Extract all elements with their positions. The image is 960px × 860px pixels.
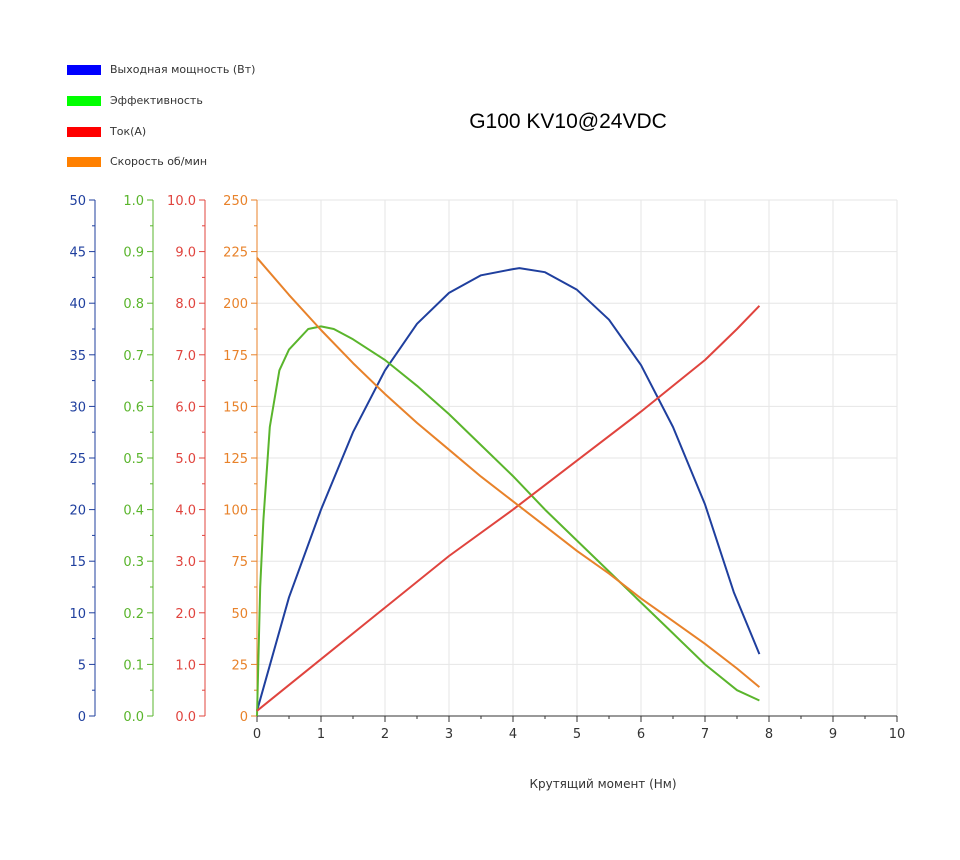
- y-tick-label-efficiency: 0.4: [123, 504, 144, 519]
- x-tick-label: 6: [637, 727, 645, 742]
- y-tick-label-efficiency: 0.1: [123, 658, 144, 673]
- x-tick-label: 9: [829, 727, 837, 742]
- legend-label-efficiency: Эффективность: [110, 94, 203, 107]
- y-tick-label-power: 50: [69, 194, 86, 209]
- y-tick-label-power: 15: [69, 555, 86, 570]
- y-tick-label-efficiency: 0.5: [123, 452, 144, 467]
- y-tick-label-current: 5.0: [175, 452, 196, 467]
- series-line-efficiency: [256, 325, 760, 717]
- x-tick-label: 4: [509, 727, 517, 742]
- y-tick-label-power: 35: [69, 349, 86, 364]
- y-tick-label-speed: 200: [223, 297, 248, 312]
- y-tick-label-speed: 75: [231, 555, 248, 570]
- y-tick-label-efficiency: 0.8: [123, 297, 144, 312]
- y-tick-label-speed: 0: [240, 710, 248, 725]
- y-tick-label-current: 9.0: [175, 246, 196, 261]
- y-tick-label-efficiency: 0.0: [123, 710, 144, 725]
- y-tick-label-efficiency: 0.9: [123, 246, 144, 261]
- x-tick-label: 0: [253, 727, 261, 742]
- x-tick-label: 3: [445, 727, 453, 742]
- y-tick-label-speed: 125: [223, 452, 248, 467]
- y-tick-label-speed: 100: [223, 504, 248, 519]
- y-tick-label-speed: 225: [223, 246, 248, 261]
- series-line-speed: [256, 257, 761, 688]
- y-tick-label-power: 45: [69, 246, 86, 261]
- y-tick-label-current: 4.0: [175, 504, 196, 519]
- legend-swatch-current: [67, 127, 101, 137]
- y-tick-label-current: 6.0: [175, 400, 196, 415]
- y-tick-label-current: 10.0: [167, 194, 196, 209]
- y-tick-label-current: 7.0: [175, 349, 196, 364]
- y-tick-label-efficiency: 0.6: [123, 400, 144, 415]
- y-tick-label-power: 40: [69, 297, 86, 312]
- y-tick-label-power: 20: [69, 504, 86, 519]
- x-tick-label: 1: [317, 727, 325, 742]
- grid: [257, 199, 898, 716]
- y-tick-label-speed: 250: [223, 194, 248, 209]
- axes: 0 1 2 3 4 5 6 7 8 9 10051015202530354045500.00.10.…: [69, 194, 905, 742]
- y-tick-label-efficiency: 0.2: [123, 607, 144, 622]
- legend-swatch-speed: [67, 157, 101, 167]
- y-tick-label-efficiency: 0.7: [123, 349, 144, 364]
- y-tick-label-current: 2.0: [175, 607, 196, 622]
- y-tick-label-speed: 50: [231, 607, 248, 622]
- legend-label-current: Ток(A): [110, 125, 147, 138]
- y-tick-label-speed: 150: [223, 400, 248, 415]
- x-tick-label: 8: [765, 727, 773, 742]
- y-tick-label-speed: 175: [223, 349, 248, 364]
- series-lines: [256, 257, 761, 717]
- chart-title: G100 KV10@24VDC: [469, 110, 667, 133]
- x-tick-label: 7: [701, 727, 709, 742]
- legend-label-power: Выходная мощность (Вт): [110, 63, 256, 76]
- x-tick-label: 2: [381, 727, 389, 742]
- y-tick-label-current: 0.0: [175, 710, 196, 725]
- y-tick-label-current: 3.0: [175, 555, 196, 570]
- legend-label-speed: Скорость об/мин: [110, 155, 208, 168]
- y-tick-label-efficiency: 0.3: [123, 555, 144, 570]
- y-tick-label-efficiency: 1.0: [123, 194, 144, 209]
- series-line-power: [256, 267, 761, 712]
- y-tick-label-power: 5: [78, 658, 86, 673]
- y-tick-label-power: 30: [69, 400, 86, 415]
- y-tick-label-current: 1.0: [175, 658, 196, 673]
- y-tick-label-speed: 25: [231, 658, 248, 673]
- y-tick-label-power: 0: [78, 710, 86, 725]
- series-line-current: [256, 305, 761, 712]
- legend-swatch-efficiency: [67, 96, 101, 106]
- y-tick-label-power: 10: [69, 607, 86, 622]
- x-tick-label: 5: [573, 727, 581, 742]
- legend-swatch-power: [67, 65, 101, 75]
- x-axis-label: Крутящий момент (Нм): [529, 777, 676, 791]
- y-tick-label-power: 25: [69, 452, 86, 467]
- x-tick-label: 10: [889, 727, 906, 742]
- y-tick-label-current: 8.0: [175, 297, 196, 312]
